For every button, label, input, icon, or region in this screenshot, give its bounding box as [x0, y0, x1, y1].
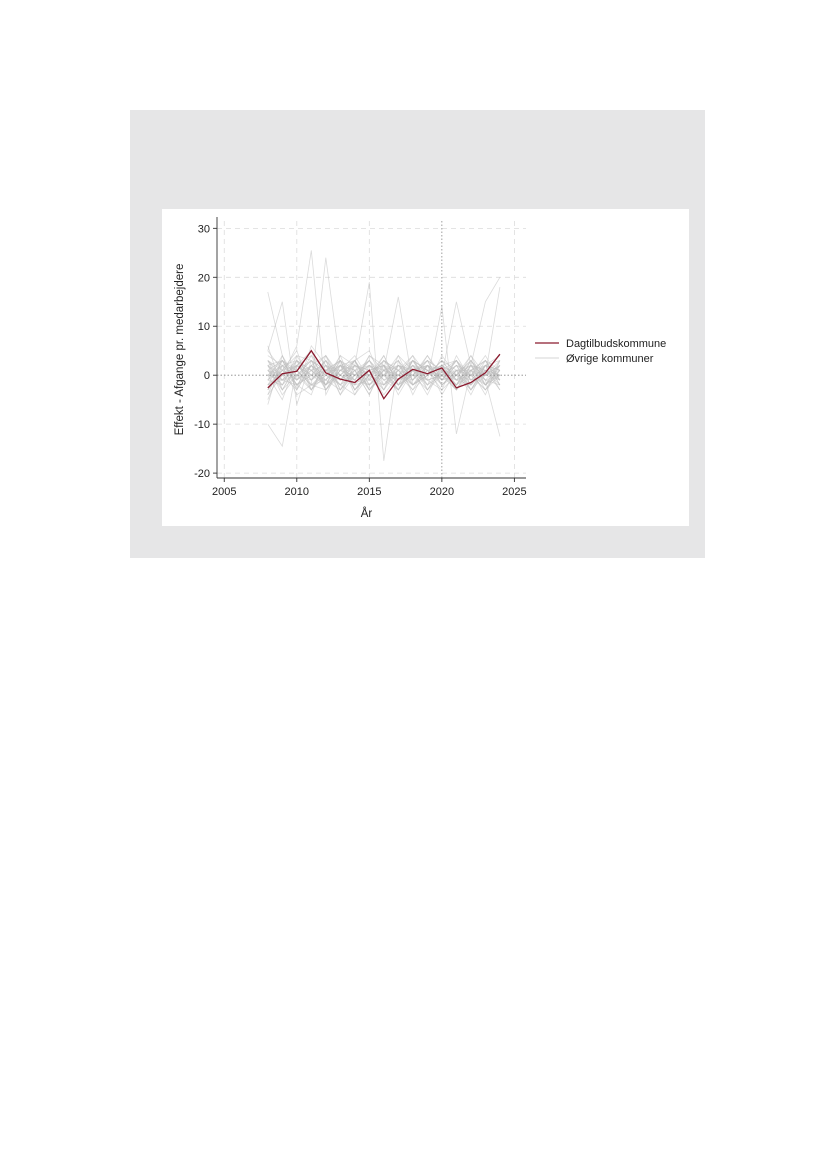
legend: Dagtilbudskommune Øvrige kommuner — [535, 338, 666, 365]
dagtilbudskommune-line — [267, 349, 501, 400]
plot-card: -20 -10 0 10 20 30 2005 2010 2015 2020 2025 År Effek… — [162, 209, 689, 526]
legend-label-dagtilbudskommune: Dagtilbudskommune — [566, 338, 666, 350]
x-axis-title: År — [361, 507, 373, 520]
x-tick-label: 2025 — [502, 486, 526, 498]
figure-frame: -20 -10 0 10 20 30 2005 2010 2015 2020 2025 År Effek… — [130, 110, 705, 558]
other-municipality-line — [267, 359, 501, 396]
y-tick-label: 10 — [198, 321, 210, 333]
line-chart: -20 -10 0 10 20 30 2005 2010 2015 2020 2025 År Effek… — [174, 217, 666, 520]
y-axis-title: Effekt - Afgange pr. medarbejdere — [174, 264, 186, 436]
axes: -20 -10 0 10 20 30 2005 2010 2015 2020 2025 År Effek… — [174, 217, 527, 520]
y-tick-label: 0 — [204, 370, 210, 382]
grid — [217, 221, 526, 478]
x-tick-label: 2010 — [285, 486, 309, 498]
x-tick-label: 2005 — [212, 486, 236, 498]
y-tick-label: 30 — [198, 223, 210, 235]
reference-lines — [217, 221, 526, 478]
highlight-series — [267, 349, 501, 400]
x-tick-label: 2015 — [357, 486, 381, 498]
other-municipalities-lines — [267, 250, 501, 461]
other-municipality-line — [267, 354, 501, 396]
y-tick-label: -20 — [194, 468, 210, 480]
other-municipality-line — [267, 355, 501, 391]
other-municipality-line — [267, 359, 501, 391]
legend-label-ovrige-kommuner: Øvrige kommuner — [566, 353, 654, 365]
other-municipality-line — [267, 354, 501, 391]
y-tick-label: 20 — [198, 272, 210, 284]
x-tick-label: 2020 — [430, 486, 454, 498]
y-tick-label: -10 — [194, 419, 210, 431]
